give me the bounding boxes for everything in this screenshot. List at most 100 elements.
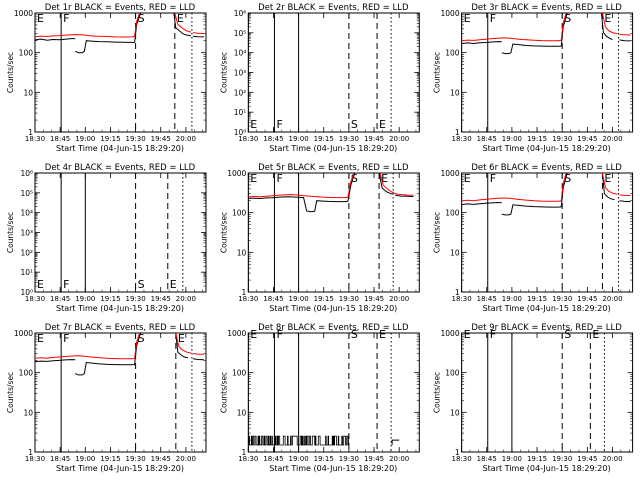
events-line bbox=[395, 194, 414, 197]
event-marker-label: S bbox=[564, 12, 571, 25]
x-tick-label: 20:00 bbox=[602, 295, 622, 303]
x-tick-label: 18:30 bbox=[452, 135, 472, 143]
panel-det-6: Det 6r BLACK = Events, RED = LLD 1 10 100 10… bbox=[433, 163, 634, 313]
y-axis-label: Counts/sec bbox=[219, 52, 228, 93]
y-tick-label: 10 bbox=[450, 408, 460, 417]
y-tick-label: 10³ bbox=[234, 69, 247, 78]
events-line bbox=[501, 173, 568, 216]
axes-frame bbox=[247, 172, 420, 293]
lld-line bbox=[175, 333, 192, 354]
y-tick-label: 10² bbox=[20, 248, 33, 257]
x-tick-label: 19:00 bbox=[289, 295, 309, 303]
x-tick-label: 20:00 bbox=[602, 135, 622, 143]
x-axis-label: Start Time (04-Jun-15 18:29:20) bbox=[56, 144, 184, 153]
y-tick-label: 1000 bbox=[441, 329, 460, 338]
x-tick-label: 19:45 bbox=[151, 295, 171, 303]
y-tick-label: 1000 bbox=[441, 9, 460, 18]
event-marker-label: E bbox=[379, 328, 386, 341]
lld-line bbox=[379, 173, 396, 195]
x-tick-label: 18:45 bbox=[50, 295, 70, 303]
events-line bbox=[461, 201, 502, 206]
event-marker-label: F bbox=[276, 118, 282, 131]
panel-title: Det 9r BLACK = Events, RED = LLD bbox=[471, 323, 622, 333]
event-marker-label: E bbox=[464, 12, 471, 25]
x-tick-label: 19:15 bbox=[314, 295, 334, 303]
y-tick-label: 1 bbox=[242, 288, 247, 297]
x-axis-label: Start Time (04-Jun-15 18:29:20) bbox=[269, 464, 397, 473]
x-tick-label: 19:15 bbox=[527, 455, 547, 463]
panel-title: Det 7r BLACK = Events, RED = LLD bbox=[45, 323, 196, 333]
lld-line bbox=[461, 173, 567, 202]
y-tick-label: 1 bbox=[28, 448, 33, 457]
x-tick-label: 19:00 bbox=[502, 135, 522, 143]
axes-frame bbox=[247, 332, 420, 453]
x-axis-label: Start Time (04-Jun-15 18:29:20) bbox=[56, 304, 184, 313]
y-axis-label: Counts/sec bbox=[433, 372, 442, 413]
lld-line bbox=[248, 173, 355, 199]
y-tick-label: 1 bbox=[242, 448, 247, 457]
events-line bbox=[35, 359, 76, 363]
event-marker-label: E bbox=[37, 12, 44, 25]
panel-title: Det 2r BLACK = Events, RED = LLD bbox=[258, 3, 409, 13]
lld-line bbox=[192, 353, 205, 355]
lld-line bbox=[192, 32, 205, 34]
x-tick-label: 19:30 bbox=[552, 295, 572, 303]
lld-line bbox=[395, 193, 414, 196]
y-tick-label: 10⁰ bbox=[20, 288, 33, 297]
event-marker-label: F bbox=[63, 278, 69, 291]
panel-title: Det 1r BLACK = Events, RED = LLD bbox=[45, 3, 196, 13]
event-markers bbox=[461, 333, 605, 452]
event-marker-label: E bbox=[381, 172, 388, 185]
event-marker-label: F bbox=[490, 12, 496, 25]
lld-line bbox=[35, 333, 141, 360]
y-axis-label: Counts/sec bbox=[433, 212, 442, 253]
event-marker-label: E bbox=[592, 328, 599, 341]
lld-line bbox=[619, 194, 631, 197]
event-markers bbox=[35, 333, 193, 452]
events-line bbox=[175, 333, 189, 359]
events-line bbox=[391, 439, 400, 445]
event-marker-label: F bbox=[63, 332, 69, 345]
axes-frame bbox=[34, 332, 207, 453]
x-tick-label: 20:00 bbox=[176, 455, 196, 463]
x-tick-label: 19:15 bbox=[100, 135, 120, 143]
panel-det-1: Det 1r BLACK = Events, RED = LLD 1 10 100 10… bbox=[6, 3, 207, 153]
panel-det-7: Det 7r BLACK = Events, RED = LLD 1 10 100 10… bbox=[6, 323, 207, 473]
x-tick-label: 19:45 bbox=[577, 455, 597, 463]
y-tick-label: 10³ bbox=[20, 229, 33, 238]
x-tick-label: 19:45 bbox=[151, 135, 171, 143]
y-tick-label: 1000 bbox=[227, 329, 246, 338]
events-line bbox=[619, 200, 631, 203]
x-tick-label: 18:30 bbox=[452, 455, 472, 463]
y-axis-label: Counts/sec bbox=[6, 372, 15, 413]
event-marker-label: E bbox=[604, 172, 611, 185]
event-marker-label: E bbox=[464, 328, 471, 341]
events-line bbox=[35, 38, 76, 41]
y-tick-label: 100 bbox=[232, 369, 247, 378]
event-marker-label: E bbox=[604, 12, 611, 25]
axes-frame bbox=[461, 332, 634, 453]
axes-frame bbox=[247, 12, 420, 133]
y-tick-label: 1000 bbox=[227, 169, 246, 178]
y-tick-label: 10² bbox=[234, 88, 247, 97]
x-tick-label: 19:30 bbox=[552, 135, 572, 143]
y-tick-label: 10⁵ bbox=[234, 29, 247, 38]
events-line bbox=[173, 13, 191, 37]
x-tick-label: 18:45 bbox=[50, 455, 70, 463]
x-tick-label: 19:30 bbox=[339, 135, 359, 143]
x-axis-label: Start Time (04-Jun-15 18:29:20) bbox=[269, 144, 397, 153]
y-tick-label: 10⁴ bbox=[20, 209, 33, 218]
y-tick-label: 10⁰ bbox=[234, 128, 247, 137]
event-marker-label: E bbox=[37, 332, 44, 345]
event-markers bbox=[35, 13, 193, 132]
event-marker-label: E bbox=[464, 172, 471, 185]
event-marker-label: F bbox=[276, 328, 282, 341]
x-tick-label: 18:30 bbox=[238, 295, 258, 303]
y-tick-label: 10 bbox=[237, 408, 247, 417]
series-group bbox=[248, 435, 400, 446]
event-marker-label: E bbox=[250, 118, 257, 131]
event-marker-label: S bbox=[138, 278, 145, 291]
x-axis-label: Start Time (04-Jun-15 18:29:20) bbox=[483, 144, 611, 153]
y-tick-label: 100 bbox=[445, 209, 460, 218]
y-tick-label: 10⁵ bbox=[20, 189, 33, 198]
